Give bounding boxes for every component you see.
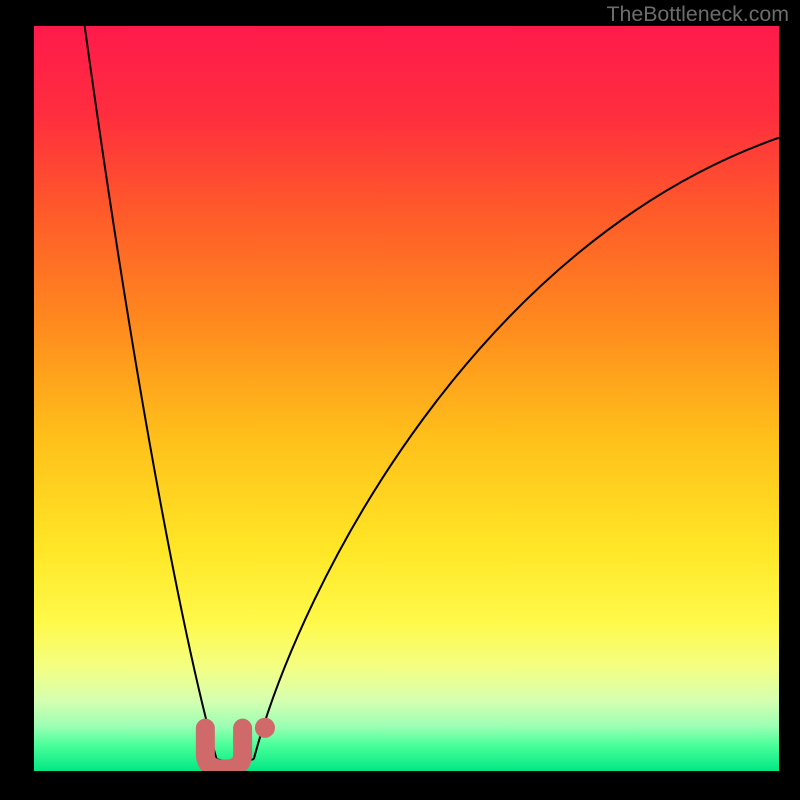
chart-frame: TheBottleneck.com [0, 0, 800, 800]
plot-svg [34, 26, 779, 771]
watermark-text: TheBottleneck.com [606, 2, 789, 27]
marker-dot [255, 718, 275, 738]
plot-area [34, 26, 779, 771]
gradient-background [34, 26, 779, 771]
